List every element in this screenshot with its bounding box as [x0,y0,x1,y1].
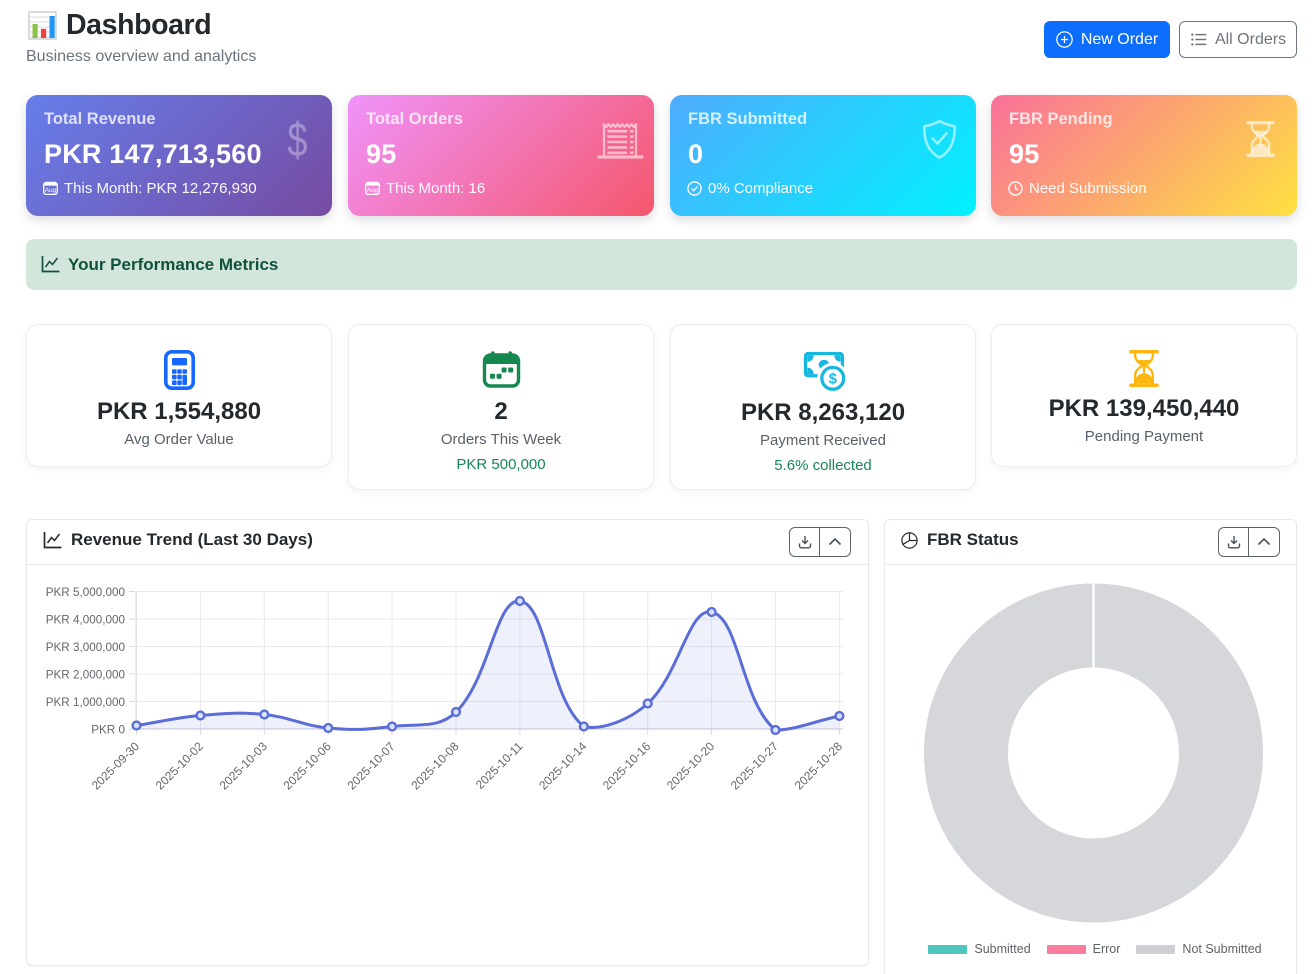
svg-text:PKR 3,000,000: PKR 3,000,000 [46,641,126,654]
svg-text:2025-10-07: 2025-10-07 [344,739,398,793]
svg-text:PKR 4,000,000: PKR 4,000,000 [46,614,126,627]
svg-text:2025-10-03: 2025-10-03 [217,739,271,793]
svg-text:Aug: Aug [45,187,57,194]
svg-text:PKR 5,000,000: PKR 5,000,000 [46,586,126,599]
svg-text:2025-10-20: 2025-10-20 [664,739,718,793]
svg-text:2025-09-30: 2025-09-30 [89,739,143,793]
svg-text:Aug: Aug [367,187,379,194]
svg-text:$: $ [828,371,836,387]
svg-text:2025-10-27: 2025-10-27 [728,739,782,793]
svg-text:2025-10-16: 2025-10-16 [600,739,654,793]
svg-text:2025-10-14: 2025-10-14 [536,739,590,793]
svg-text:PKR 1,000,000: PKR 1,000,000 [46,696,126,709]
svg-text:2025-10-11: 2025-10-11 [473,739,526,792]
svg-text:PKR 2,000,000: PKR 2,000,000 [46,669,126,682]
svg-text:2025-10-06: 2025-10-06 [281,739,335,793]
svg-text:2025-10-08: 2025-10-08 [408,739,462,793]
svg-text:PKR 0: PKR 0 [91,724,125,737]
svg-text:2025-10-02: 2025-10-02 [153,739,207,793]
svg-text:2025-10-28: 2025-10-28 [792,739,846,793]
